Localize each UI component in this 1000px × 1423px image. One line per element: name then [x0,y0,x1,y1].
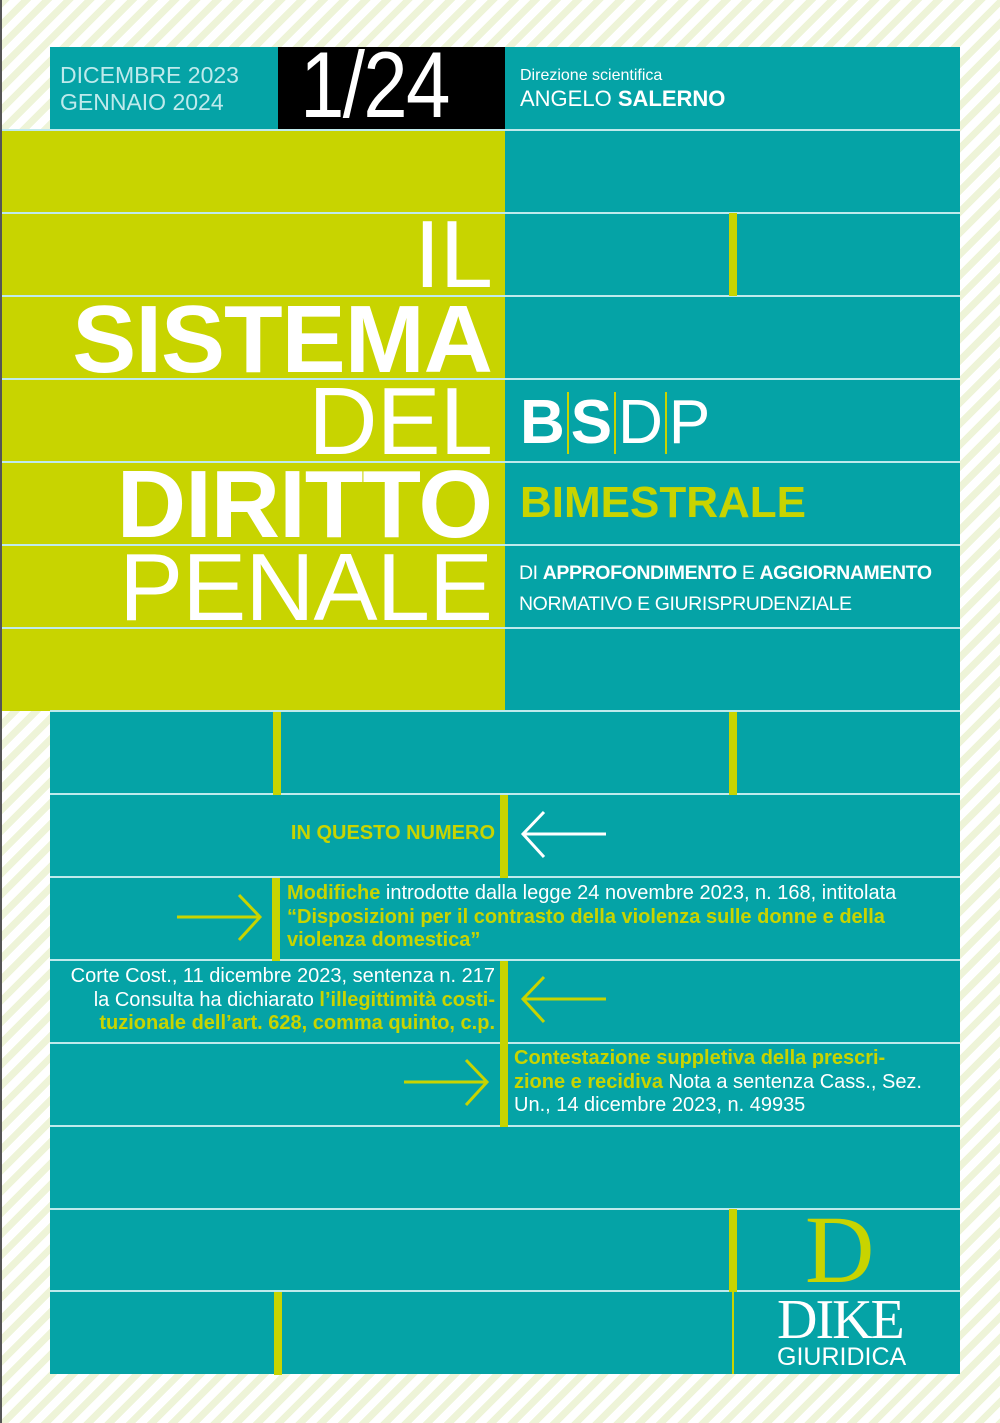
issue-number: 1/24 [300,32,450,137]
acronym-letter: B [520,388,565,457]
subtitle-word: APPROFONDIMENTO [542,562,737,584]
grid-line [50,1290,960,1292]
accent-bar [729,712,737,795]
grid-line [50,793,960,795]
accent-line [732,1292,734,1374]
publisher-logo-letter: D [805,1196,875,1303]
subtitle-word: E [741,562,755,584]
accent-bar [500,961,508,1044]
subtitle-word: NORMATIVO [519,593,633,615]
director-last: SALERNO [617,86,726,111]
acronym: B S D P [520,388,710,458]
subtitle-word: E [637,593,650,615]
contents-item-2: Corte Cost., 11 dicembre 2023, sentenza … [55,965,495,1036]
title-line-2: SISTEMA [72,286,493,393]
item-citation: Corte Cost., 11 dicembre 2023, sentenza … [70,965,495,987]
direction-label: Direzione scientifica [520,67,663,84]
arrow-left-icon [520,975,606,1024]
director-first: ANGELO [520,86,612,111]
subtitle-word: AGGIORNAMENTO [759,562,932,584]
accent-bar [273,712,281,795]
acronym-letter: P [668,388,711,457]
item-bold: Modifiche [287,882,381,904]
grid-line [50,710,960,712]
arrow-left-icon [520,810,606,859]
arrow-right-icon [404,1058,490,1107]
grid-line [50,1208,960,1210]
grid-line [2,544,960,546]
accent-bar [272,878,280,961]
grid-line [2,295,960,297]
subtitle-word: GIURISPRUDENZIALE [654,593,852,615]
issue-box [278,47,505,130]
grid-line [2,378,960,380]
date-line-2: GENNAIO 2024 [60,89,224,115]
item-text: introdotte dalla legge 24 novembre 2023,… [380,882,897,904]
title-line-3: DEL [308,368,493,475]
divider [614,392,617,454]
date-line-1: DICEMBRE 2023 [60,62,239,88]
contents-item-3: Contestazione suppletiva della prescri-z… [514,1047,934,1118]
contents-heading: IN QUESTO NUMERO [290,822,495,844]
grid-line [2,461,960,463]
accent-bar [500,1044,508,1127]
title-line-1: IL [413,201,493,308]
divider [566,392,569,454]
accent-bar [729,213,737,296]
frequency: BIMESTRALE [520,478,806,527]
item-bold: Contestazione suppletiva della prescri-z… [514,1047,886,1093]
title-line-4: DIRITTO [116,451,493,558]
acronym-letter: D [618,388,663,457]
arrow-right-icon [177,893,263,942]
acronym-letter: S [570,388,613,457]
subtitle-word: DI [519,562,538,584]
publisher-subname: GIURIDICA [777,1343,907,1371]
item-text: Nota a sentenza Cass., Sez. Un., 14 dice… [514,1070,922,1117]
title-block [2,130,505,711]
accent-bar [729,1209,737,1292]
contents-item-1: Modifiche introdotte dalla legge 24 nove… [287,882,927,953]
item-bold: l’illegittimità costi-tuzionale dell’art… [99,988,495,1035]
accent-bar [500,795,508,878]
subtitle: DI APPROFONDIMENTO E AGGIORNAMENTO NORMA… [519,558,932,620]
title-line-5: PENALE [119,534,493,641]
page-edge [0,0,2,1423]
grid-line [2,129,960,131]
grid-line [2,627,960,629]
director-name: ANGELO SALERNO [520,86,725,112]
item-quote: “Disposizioni per il contrasto della vio… [287,905,885,952]
divider [664,392,667,454]
issue-date: DICEMBRE 2023 GENNAIO 2024 [60,62,239,116]
publisher-name: DIKE [777,1289,905,1351]
grid-line [50,959,960,961]
grid-line [2,212,960,214]
accent-bar [274,1292,282,1375]
item-text: la Consulta ha dichiarato [93,988,320,1011]
